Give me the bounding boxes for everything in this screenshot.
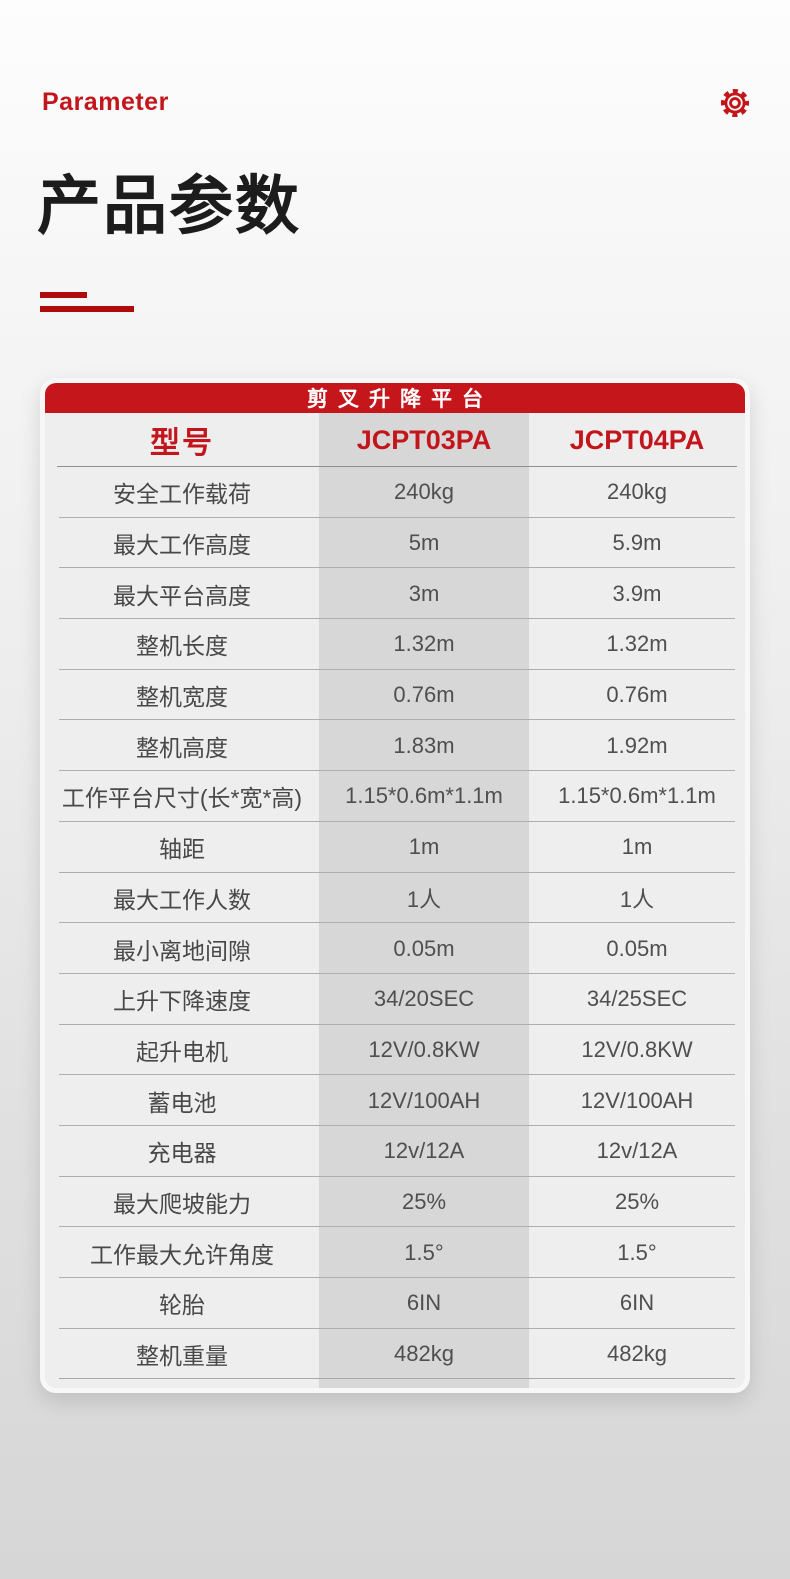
spec-value-jcpt03pa: 0.05m — [393, 935, 455, 961]
spec-value-jcpt04pa: 6IN — [619, 1290, 655, 1316]
spec-value-jcpt04pa: 34/25SEC — [586, 986, 688, 1012]
spec-label: 工作最大允许角度 — [90, 1241, 274, 1268]
table-row: 整机高度 1.83m 1.92m — [45, 720, 745, 771]
spec-value-jcpt03pa: 240kg — [394, 479, 454, 505]
table-row: 整机长度 1.32m 1.32m — [45, 619, 745, 670]
table-row: 最大爬坡能力 25% 25% — [45, 1177, 745, 1228]
highlight-column-background — [319, 413, 529, 1388]
spec-value-jcpt04pa: 12V/0.8KW — [581, 1036, 693, 1062]
spec-value-jcpt04pa: 1m — [621, 834, 653, 860]
title-underline-long — [40, 306, 134, 312]
spec-label: 最大爬坡能力 — [113, 1190, 251, 1217]
column-header-jcpt04pa: JCPT04PA — [569, 424, 705, 455]
table-row: 轴距 1m 1m — [45, 822, 745, 873]
spec-value-jcpt03pa: 25% — [401, 1188, 447, 1214]
spec-value-jcpt04pa: 1人 — [619, 886, 655, 912]
spec-value-jcpt03pa: 12v/12A — [383, 1138, 465, 1164]
spec-value-jcpt04pa: 1.15*0.6m*1.1m — [558, 783, 716, 809]
table-row: 最大工作人数 1人 1人 — [45, 873, 745, 924]
table-row: 最小离地间隙 0.05m 0.05m — [45, 923, 745, 974]
title-underline-short — [40, 292, 87, 298]
spec-value-jcpt04pa: 0.05m — [606, 935, 668, 961]
spec-label: 整机重量 — [136, 1343, 228, 1370]
table-row: 上升下降速度 34/20SEC 34/25SEC — [45, 974, 745, 1025]
spec-value-jcpt04pa: 1.92m — [606, 732, 668, 758]
spec-table-card: 剪叉升降平台 型号 JCPT03PA JCPT04PA 安全工作载荷 240kg… — [40, 378, 750, 1393]
spec-value-jcpt03pa: 3m — [408, 580, 440, 606]
spec-value-jcpt04pa: 1.32m — [606, 631, 668, 657]
spec-table: 型号 JCPT03PA JCPT04PA 安全工作载荷 240kg 240kg … — [45, 413, 745, 1388]
table-row: 工作最大允许角度 1.5° 1.5° — [45, 1227, 745, 1278]
page-title: 产品参数 — [37, 170, 301, 242]
spec-label: 充电器 — [147, 1140, 217, 1167]
section-eyebrow: Parameter — [42, 88, 169, 116]
spec-label: 工作平台尺寸(长*宽*高) — [61, 785, 303, 812]
table-row: 最大工作高度 5m 5.9m — [45, 518, 745, 569]
table-row: 最大平台高度 3m 3.9m — [45, 568, 745, 619]
table-row: 轮胎 6IN 6IN — [45, 1278, 745, 1329]
spec-label: 最大平台高度 — [113, 582, 251, 609]
spec-value-jcpt03pa: 1m — [408, 834, 440, 860]
spec-label: 起升电机 — [136, 1038, 228, 1065]
table-row: 起升电机 12V/0.8KW 12V/0.8KW — [45, 1025, 745, 1076]
spec-value-jcpt03pa: 482kg — [394, 1341, 454, 1367]
column-header-jcpt03pa: JCPT03PA — [356, 424, 492, 455]
spec-value-jcpt04pa: 5.9m — [612, 530, 662, 556]
spec-value-jcpt03pa: 0.76m — [393, 682, 455, 708]
spec-value-jcpt04pa: 3.9m — [612, 580, 662, 606]
table-row: 蓄电池 12V/100AH 12V/100AH — [45, 1075, 745, 1126]
table-title: 剪叉升降平台 — [45, 383, 745, 413]
spec-value-jcpt03pa: 12V/100AH — [367, 1087, 481, 1113]
spec-label: 整机长度 — [136, 633, 228, 660]
spec-value-jcpt03pa: 1.5° — [404, 1239, 444, 1265]
column-header-model: 型号 — [150, 427, 214, 460]
spec-label: 蓄电池 — [147, 1089, 217, 1116]
table-row: 整机宽度 0.76m 0.76m — [45, 670, 745, 721]
spec-label: 最大工作高度 — [113, 532, 251, 559]
table-row: 安全工作载荷 240kg 240kg — [45, 467, 745, 518]
table-header-row: 型号 JCPT03PA JCPT04PA — [45, 413, 745, 467]
spec-value-jcpt03pa: 12V/0.8KW — [368, 1036, 480, 1062]
spec-value-jcpt03pa: 1.83m — [393, 732, 455, 758]
spec-value-jcpt03pa: 1人 — [406, 886, 442, 912]
spec-value-jcpt04pa: 482kg — [607, 1341, 667, 1367]
spec-value-jcpt03pa: 1.32m — [393, 631, 455, 657]
spec-value-jcpt04pa: 0.76m — [606, 682, 668, 708]
spec-label: 整机高度 — [136, 734, 228, 761]
spec-label: 上升下降速度 — [113, 988, 251, 1015]
spec-label: 安全工作载荷 — [113, 481, 251, 508]
spec-label: 最小离地间隙 — [113, 937, 251, 964]
table-row: 整机重量 482kg 482kg — [45, 1329, 745, 1380]
spec-label: 整机宽度 — [136, 684, 228, 711]
table-row: 充电器 12v/12A 12v/12A — [45, 1126, 745, 1177]
spec-value-jcpt04pa: 1.5° — [617, 1239, 657, 1265]
spec-label: 轮胎 — [159, 1292, 205, 1319]
spec-value-jcpt03pa: 1.15*0.6m*1.1m — [345, 783, 503, 809]
spec-value-jcpt04pa: 12v/12A — [596, 1138, 678, 1164]
spec-label: 最大工作人数 — [113, 886, 251, 913]
settings-gear-icon[interactable] — [716, 84, 754, 122]
spec-value-jcpt03pa: 6IN — [406, 1290, 442, 1316]
spec-value-jcpt04pa: 25% — [614, 1188, 660, 1214]
table-row: 工作平台尺寸(长*宽*高) 1.15*0.6m*1.1m 1.15*0.6m*1… — [45, 771, 745, 822]
spec-value-jcpt03pa: 5m — [408, 530, 440, 556]
spec-value-jcpt04pa: 240kg — [607, 479, 667, 505]
table-rows: 安全工作载荷 240kg 240kg 最大工作高度 5m 5.9m 最大平台高度… — [45, 467, 745, 1380]
spec-value-jcpt03pa: 34/20SEC — [373, 986, 475, 1012]
spec-value-jcpt04pa: 12V/100AH — [580, 1087, 694, 1113]
spec-label: 轴距 — [159, 836, 205, 863]
